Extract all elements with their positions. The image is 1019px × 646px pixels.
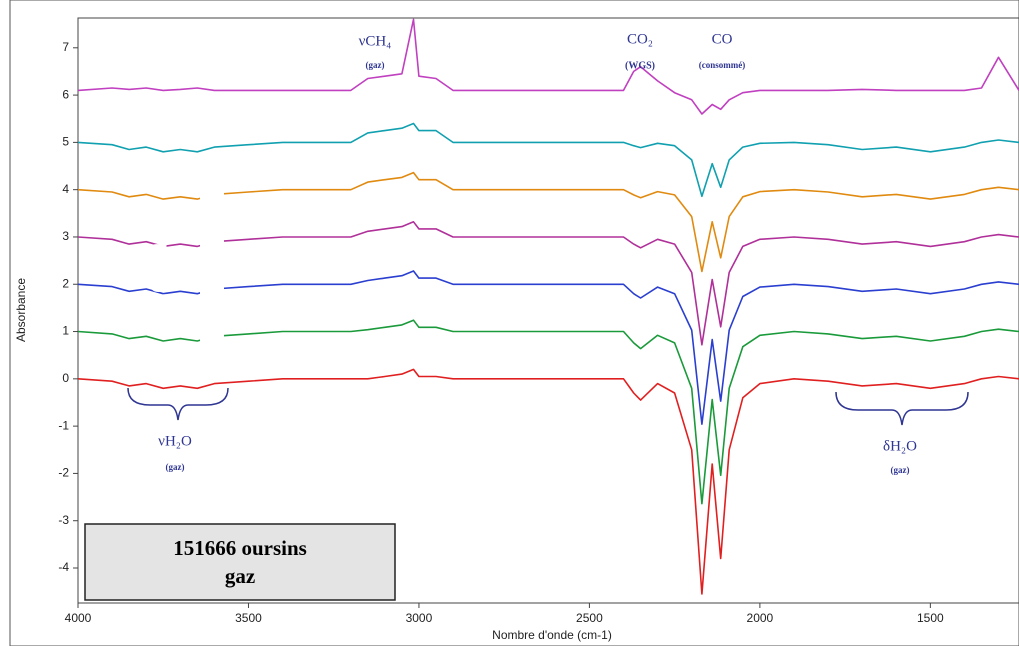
y-tick-label: 0 <box>62 371 69 385</box>
arrow-label: temps <box>140 202 175 307</box>
annotation: (WGS) <box>625 60 655 71</box>
y-tick-label: 1 <box>62 324 69 338</box>
y-tick-label: -1 <box>58 418 69 432</box>
x-tick-label: 3000 <box>406 611 433 625</box>
y-tick-label: 5 <box>62 135 69 149</box>
x-tick-label: 3500 <box>235 611 262 625</box>
spectrum-line <box>77 122 1019 198</box>
annotation: δH₂O <box>883 438 917 454</box>
y-tick-label: -4 <box>58 560 69 574</box>
y-tick-label: 2 <box>62 276 69 290</box>
spectrum-line <box>77 368 1019 595</box>
brace <box>835 391 969 426</box>
spectrum-line <box>77 18 1019 115</box>
x-axis-label: Nombre d'onde (cm-1) <box>492 628 612 642</box>
sample-box <box>84 523 396 601</box>
y-tick-label: 4 <box>62 182 69 196</box>
box-line: gaz <box>225 564 255 588</box>
y-tick-label: 6 <box>62 87 69 101</box>
box-line: 151666 oursins <box>173 536 307 560</box>
y-tick-label: -2 <box>58 466 69 480</box>
annotation: νCH₄ <box>359 33 392 49</box>
annotation: (gaz) <box>166 462 185 472</box>
x-tick-label: 2000 <box>747 611 774 625</box>
brace <box>127 387 229 421</box>
annotation: νH₂O <box>158 433 192 449</box>
x-tick-label: 1500 <box>917 611 944 625</box>
y-axis-label: Absorbance <box>14 278 28 342</box>
annotation: CO <box>712 31 733 47</box>
y-tick-label: -3 <box>58 513 69 527</box>
annotation: (gaz) <box>891 465 910 475</box>
annotation: (consommé) <box>699 60 746 70</box>
y-tick-label: 7 <box>62 40 69 54</box>
annotation: (gaz) <box>366 60 385 70</box>
plot-area <box>77 17 1019 604</box>
annotation: CO₂ <box>627 31 653 47</box>
y-tick-label: 3 <box>62 229 69 243</box>
x-tick-label: 2500 <box>576 611 603 625</box>
x-tick-label: 4000 <box>65 611 92 625</box>
time-arrow <box>184 150 240 345</box>
